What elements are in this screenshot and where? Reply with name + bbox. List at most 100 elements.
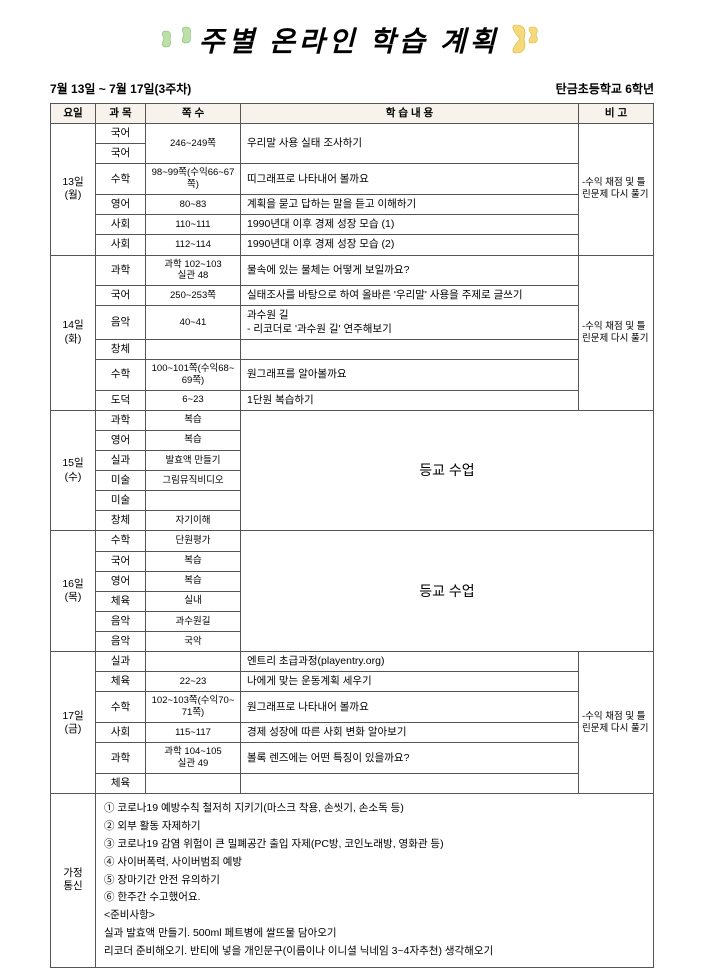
hdr-note: 비 고	[579, 104, 654, 124]
page-cell: 80~83	[146, 195, 241, 215]
page-cell: 110~111	[146, 215, 241, 235]
table-row: 도덕6~231단원 복습하기	[51, 390, 654, 410]
subject-cell: 체육	[96, 672, 146, 692]
hdr-pages: 쪽 수	[146, 104, 241, 124]
page-cell	[146, 339, 241, 359]
table-row: 16일(목)수학단원평가등교 수업	[51, 531, 654, 551]
table-row: 체육22~23나에게 맞는 운동계획 세우기	[51, 672, 654, 692]
content-cell: 1990년대 이후 경제 성장 모습 (2)	[241, 235, 579, 255]
butterfly-left-icon	[158, 25, 196, 56]
page-title-block: 주별 온라인 학습 계획	[50, 20, 654, 60]
page-cell	[146, 652, 241, 672]
table-row: 과학과학 104~105실관 49볼록 렌즈에는 어떤 특징이 있을까요?	[51, 743, 654, 774]
content-cell: 실태조사를 바탕으로 하여 올바른 '우리말' 사용을 주제로 글쓰기	[241, 286, 579, 306]
hdr-day: 요일	[51, 104, 96, 124]
page-cell: 과학 104~105실관 49	[146, 743, 241, 774]
table-row: 영어80~83계획을 묻고 답하는 말을 듣고 이해하기	[51, 195, 654, 215]
table-row: 체육	[51, 774, 654, 794]
day-cell: 14일(화)	[51, 255, 96, 410]
subject-cell: 미술	[96, 471, 146, 491]
page-cell: 발효액 만들기	[146, 450, 241, 470]
content-cell: 물속에 있는 물체는 어떻게 보일까요?	[241, 255, 579, 286]
page-cell: 과학 102~103실관 48	[146, 255, 241, 286]
content-cell: 1990년대 이후 경제 성장 모습 (1)	[241, 215, 579, 235]
note-cell: -수익 채점 및 틀린문제 다시 풀기	[579, 255, 654, 410]
page-cell: 그림뮤직비디오	[146, 471, 241, 491]
content-cell: 계획을 묻고 답하는 말을 듣고 이해하기	[241, 195, 579, 215]
day-cell: 15일(수)	[51, 410, 96, 531]
page-cell: 실내	[146, 591, 241, 611]
content-cell: 1단원 복습하기	[241, 390, 579, 410]
school-text: 탄금초등학교 6학년	[556, 80, 654, 97]
content-cell: 경제 성장에 따른 사회 변화 알아보기	[241, 723, 579, 743]
note-cell: -수익 채점 및 틀린문제 다시 풀기	[579, 124, 654, 255]
subject-cell: 음악	[96, 632, 146, 652]
subject-cell: 사회	[96, 723, 146, 743]
content-cell: 띠그래프로 나타내어 볼까요	[241, 164, 579, 195]
note-cell: -수익 채점 및 틀린문제 다시 풀기	[579, 652, 654, 794]
subject-cell: 실과	[96, 450, 146, 470]
content-cell: 나에게 맞는 운동계획 세우기	[241, 672, 579, 692]
page-cell: 단원평가	[146, 531, 241, 551]
subject-cell: 영어	[96, 195, 146, 215]
content-cell: 엔트리 초급과정(playentry.org)	[241, 652, 579, 672]
subject-cell: 수학	[96, 692, 146, 723]
content-cell: 우리말 사용 실태 조사하기	[241, 124, 579, 164]
center-content-cell: 등교 수업	[241, 410, 654, 531]
page-cell: 22~23	[146, 672, 241, 692]
table-row: 사회115~117경제 성장에 따른 사회 변화 알아보기	[51, 723, 654, 743]
period-text: 7월 13일 ~ 7월 17일(3주차)	[50, 80, 191, 97]
header-row: 요일 과 목 쪽 수 학 습 내 용 비 고	[51, 104, 654, 124]
table-row: 17일(금)실과엔트리 초급과정(playentry.org)-수익 채점 및 …	[51, 652, 654, 672]
table-row: 사회110~1111990년대 이후 경제 성장 모습 (1)	[51, 215, 654, 235]
table-row: 창체	[51, 339, 654, 359]
content-cell: 과수원 길- 리코더로 '과수원 길' 연주해보기	[241, 306, 579, 339]
subject-cell: 실과	[96, 652, 146, 672]
subject-cell: 미술	[96, 491, 146, 511]
page-cell: 국악	[146, 632, 241, 652]
page-cell: 복습	[146, 410, 241, 430]
page-cell: 246~249쪽	[146, 124, 241, 164]
table-row: 사회112~1141990년대 이후 경제 성장 모습 (2)	[51, 235, 654, 255]
butterfly-right-icon	[502, 21, 546, 60]
notice-label-cell: 가정통신	[51, 794, 96, 968]
page-cell: 112~114	[146, 235, 241, 255]
subject-cell: 과학	[96, 743, 146, 774]
page-cell: 115~117	[146, 723, 241, 743]
subject-cell: 수학	[96, 359, 146, 390]
notice-body-cell: ① 코로나19 예방수칙 철저히 지키기(마스크 착용, 손씻기, 손소독 등)…	[96, 794, 654, 968]
subject-cell: 체육	[96, 591, 146, 611]
subject-cell: 사회	[96, 215, 146, 235]
day-cell: 16일(목)	[51, 531, 96, 652]
hdr-subject: 과 목	[96, 104, 146, 124]
subject-cell: 국어	[96, 551, 146, 571]
subject-cell: 수학	[96, 531, 146, 551]
page-cell: 복습	[146, 571, 241, 591]
content-cell: 원그래프를 알아볼까요	[241, 359, 579, 390]
table-row: 수학98~99쪽(수익66~67쪽)띠그래프로 나타내어 볼까요	[51, 164, 654, 195]
page-cell: 복습	[146, 551, 241, 571]
content-cell	[241, 774, 579, 794]
schedule-table: 요일 과 목 쪽 수 학 습 내 용 비 고 13일(월) 국어 246~249쪽우…	[50, 103, 654, 968]
subject-cell: 창체	[96, 339, 146, 359]
page-cell: 자기이해	[146, 511, 241, 531]
subject-cell: 도덕	[96, 390, 146, 410]
page-cell	[146, 774, 241, 794]
day-cell: 17일(금)	[51, 652, 96, 794]
page-cell: 40~41	[146, 306, 241, 339]
page-cell: 98~99쪽(수익66~67쪽)	[146, 164, 241, 195]
hdr-content: 학 습 내 용	[241, 104, 579, 124]
page-cell: 과수원길	[146, 611, 241, 631]
content-cell	[241, 339, 579, 359]
table-row: 국어250~253쪽실태조사를 바탕으로 하여 올바른 '우리말' 사용을 주제…	[51, 286, 654, 306]
subject-cell: 영어	[96, 430, 146, 450]
subject-cell: 음악	[96, 306, 146, 339]
subject-cell: 체육	[96, 774, 146, 794]
page-cell: 6~23	[146, 390, 241, 410]
table-row: 14일(화)과학과학 102~103실관 48물속에 있는 물체는 어떻게 보일…	[51, 255, 654, 286]
page-cell: 102~103쪽(수익70~71쪽)	[146, 692, 241, 723]
page-cell: 복습	[146, 430, 241, 450]
day-cell: 13일(월)	[51, 124, 96, 255]
subject-cell: 과학	[96, 410, 146, 430]
subject-cell: 과학	[96, 255, 146, 286]
